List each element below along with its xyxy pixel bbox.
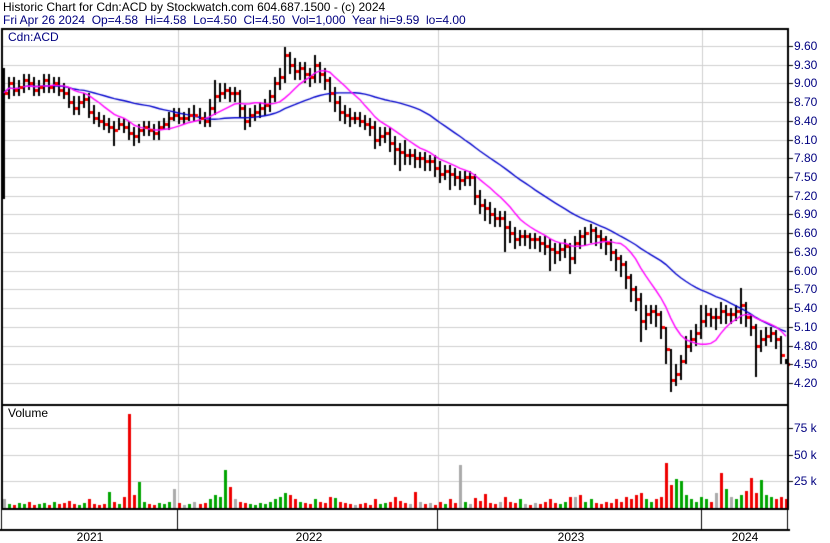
year-label: 2023 [557,530,585,543]
price-tick-label: 9.60 [794,39,818,53]
year-label: 2024 [731,530,759,543]
price-tick-label: 5.10 [794,320,818,334]
volume-tick-label: 75 k [794,421,817,435]
volume-tick-label: 50 k [794,448,817,462]
year-label: 2022 [295,530,323,543]
year-label: 2021 [76,530,104,543]
price-tick-label: 7.50 [794,170,818,184]
price-tick-label: 7.80 [794,151,818,165]
price-tick-label: 6.30 [794,245,818,259]
price-tick-label: 8.40 [794,114,818,128]
price-tick-label: 4.80 [794,339,818,353]
price-tick-label: 5.70 [794,282,818,296]
price-tick-label: 9.30 [794,58,818,72]
price-tick-label: 4.20 [794,376,818,390]
header-title: Historic Chart for Cdn:ACD by Stockwatch… [3,0,386,14]
price-tick-label: 6.60 [794,226,818,240]
symbol-label: Cdn:ACD [8,30,59,44]
price-tick-label: 9.00 [794,76,818,90]
header-quote-line: Fri Apr 26 2024 Op=4.58 Hi=4.58 Lo=4.50 … [3,13,466,27]
price-tick-label: 6.00 [794,264,818,278]
volume-tick-label: 25 k [794,474,817,488]
price-tick-label: 7.20 [794,189,818,203]
price-tick-label: 6.90 [794,207,818,221]
price-tick-label: 4.50 [794,357,818,371]
volume-panel-title: Volume [8,406,49,420]
price-tick-label: 8.10 [794,133,818,147]
price-tick-label: 8.70 [794,95,818,109]
price-tick-label: 5.40 [794,301,818,315]
